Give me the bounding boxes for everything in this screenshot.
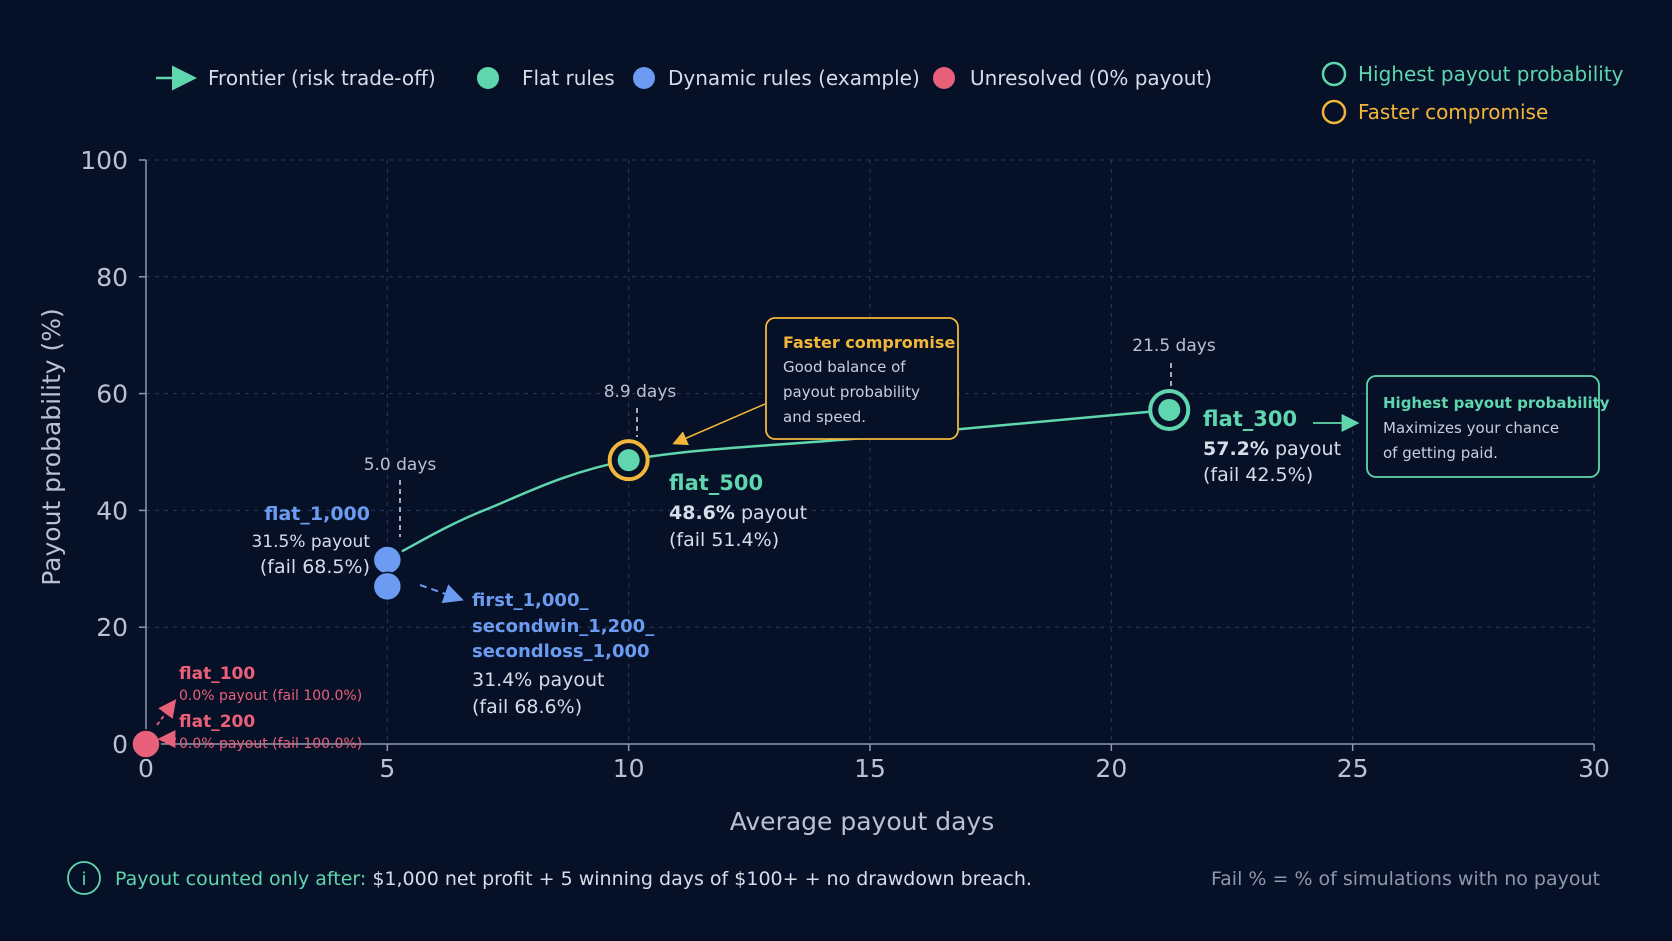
highest-callout-box [1366,375,1600,478]
legend-faster: Faster compromise [1358,100,1548,124]
x-tick-label: 30 [1578,754,1610,783]
x-tick-label: 20 [1095,754,1127,783]
flat-100-arrow [156,699,177,726]
axes [139,159,1595,751]
label-flat-500-name: flat_500 [669,471,763,495]
faster-legend-icon [1321,99,1347,125]
label-flat-300-name: flat_300 [1203,407,1297,431]
y-tick-label: 40 [96,496,128,525]
legend: Frontier (risk trade-off) Flat rules Dyn… [156,61,1624,125]
days-label-flat-500: 8.9 days [604,382,677,402]
label-flat-300-payout: 57.2% payout [1203,438,1341,460]
highest-callout-line1: Maximizes your chance [1383,419,1559,437]
faster-callout-title: Faster compromise [783,333,955,352]
y-tick-label: 20 [96,613,128,642]
y-tick-label: 0 [112,730,128,759]
x-tick-label: 0 [138,754,154,783]
point-flat-200 [131,729,161,759]
label-flat-200-name: flat_200 [179,712,255,732]
point-flat-1-000 [372,545,403,575]
label-flat-100-detail: 0.0% payout (fail 100.0%) [179,688,362,704]
label-flat-200-detail: 0.0% payout (fail 100.0%) [179,736,362,752]
x-axis-title: Average payout days [730,807,995,836]
days-label-flat-1000: 5.0 days [364,455,437,475]
legend-dynamic: Dynamic rules (example) [668,66,920,90]
faster-callout-arrow [672,403,766,446]
label-dynamic-line2: secondwin_1,200_ [472,616,654,637]
frontier-line [401,408,1170,553]
legend-highest: Highest payout probability [1358,62,1624,86]
x-tick-label: 10 [613,754,645,783]
label-dynamic-payout: 31.4% payout [472,669,604,691]
frontier [401,408,1170,553]
dynamic-label-arrow [419,584,464,604]
legend-frontier: Frontier (risk trade-off) [208,66,436,90]
highest-legend-icon [1321,61,1347,87]
flat-legend-icon [477,67,499,89]
point-flat-500 [617,449,640,472]
footer: i Payout counted only after: $1,000 net … [67,861,1600,895]
label-flat-1000-fail: (fail 68.5%) [260,556,370,578]
x-tick-label: 15 [854,754,886,783]
point-first-1-000-secondwin-1-200-secondloss-1-000 [372,571,403,602]
label-flat-1000-payout: 31.5% payout [251,532,370,552]
label-flat-500-payout: 48.6% payout [669,502,807,524]
label-flat-500-fail: (fail 51.4%) [669,529,779,551]
days-label-flat-300: 21.5 days [1132,336,1216,356]
label-flat-300-fail: (fail 42.5%) [1203,464,1313,486]
label-dynamic-fail: (fail 68.6%) [472,696,582,718]
y-axis-title: Payout probability (%) [37,308,66,586]
info-icon-glyph: i [81,869,86,890]
info-icon [67,861,101,895]
faster-callout-box [765,317,959,440]
legend-unresolved: Unresolved (0% payout) [970,66,1212,90]
footer-rule: Payout counted only after: $1,000 net pr… [115,868,1032,890]
highest-callout-line2: of getting paid. [1383,444,1498,462]
label-dynamic-line3: secondloss_1,000 [472,641,650,662]
unresolved-legend-icon [933,67,955,89]
tick-labels: 0 5 10 15 20 25 30 0 20 40 60 80 100 [80,146,1610,783]
y-tick-label: 80 [96,263,128,292]
highest-callout-title: Highest payout probability [1383,394,1610,412]
x-tick-label: 25 [1337,754,1369,783]
faster-callout-line2: payout probability [783,383,920,401]
faster-callout-line3: and speed. [783,408,866,426]
point-flat-300 [1158,398,1181,421]
y-tick-label: 100 [80,146,128,175]
label-flat-1000-name: flat_1,000 [264,503,370,525]
dynamic-legend-icon [633,67,655,89]
y-tick-label: 60 [96,380,128,409]
x-tick-label: 5 [379,754,395,783]
faster-callout-line1: Good balance of [783,358,906,376]
footer-note: Fail % = % of simulations with no payout [1211,868,1600,890]
label-dynamic-line1: first_1,000_ [472,590,588,611]
label-flat-100-name: flat_100 [179,664,255,684]
legend-flat: Flat rules [522,66,615,90]
points [131,388,1191,759]
annotations: 5.0 days 8.9 days 21.5 days flat_1,000 3… [156,317,1610,752]
